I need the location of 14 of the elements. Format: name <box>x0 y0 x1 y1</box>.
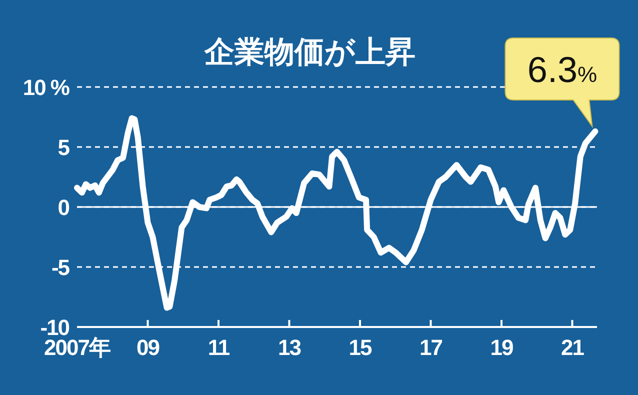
y-tick-label: 5 <box>58 135 70 160</box>
chart-title: 企業物価が上昇 <box>204 36 416 69</box>
x-tick-label: 13 <box>278 335 302 360</box>
annotation: 6.3% <box>527 49 598 90</box>
x-tick-label: 21 <box>560 335 584 360</box>
y-tick-label: -5 <box>51 255 70 280</box>
x-tick-label: 11 <box>208 335 230 360</box>
y-tick-label: 10 % <box>22 75 70 100</box>
x-tick-label: 17 <box>420 335 443 360</box>
y-tick-label: 0 <box>58 195 70 220</box>
x-tick-label: 09 <box>136 335 160 360</box>
annotation-callout: 6.3% <box>504 38 620 127</box>
x-tick-label: 15 <box>348 335 372 360</box>
x-tick-label: 19 <box>490 335 514 360</box>
